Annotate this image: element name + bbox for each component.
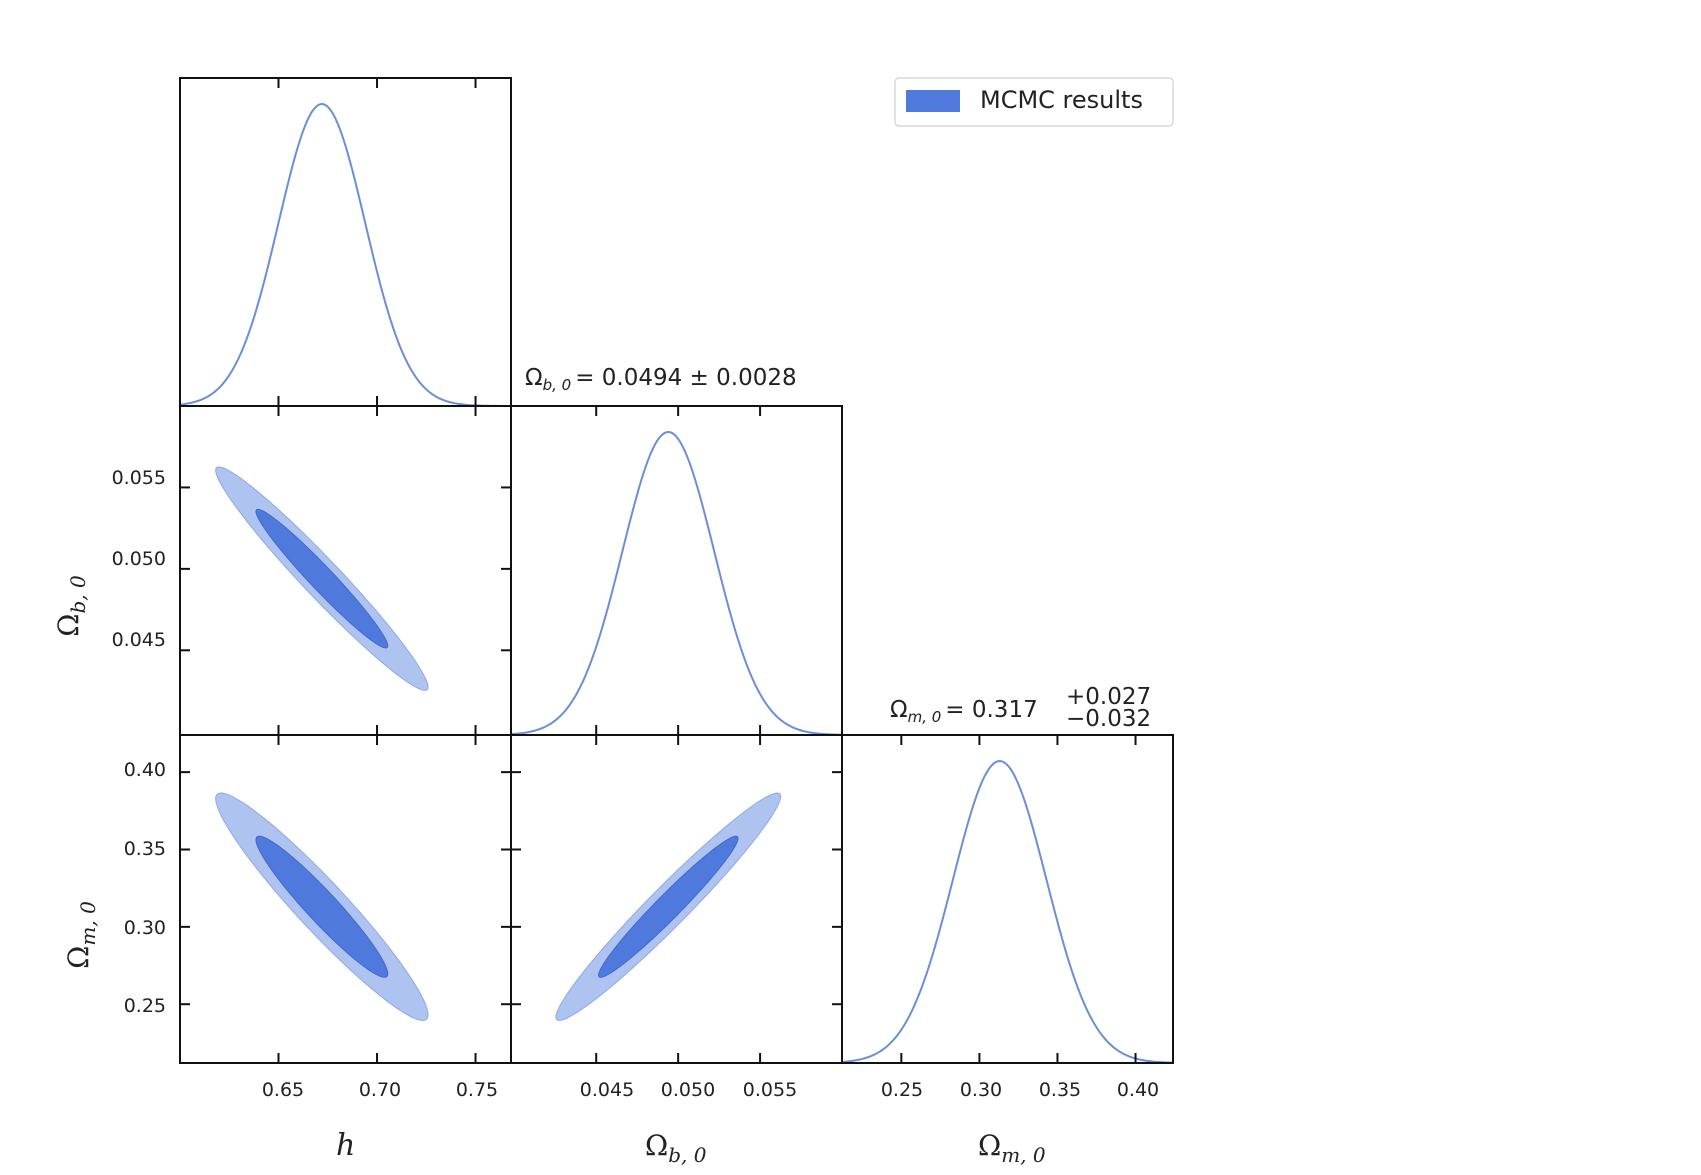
xtick-m-0: 0.25 xyxy=(881,1079,923,1101)
panel-contour-h-omegab xyxy=(215,466,429,691)
ylabel-omegab-base: Ω xyxy=(52,614,85,637)
contour-h-omegam-contour-68 xyxy=(255,835,389,978)
xlabel-h: h xyxy=(336,1128,355,1163)
ytick-b-1: 0.050 xyxy=(112,548,166,570)
xlabel-omegam-sub: m, 0 xyxy=(1001,1143,1046,1167)
xlabel-omegab-sub: b, 0 xyxy=(668,1143,707,1167)
panel-contour-omegab-omegam xyxy=(555,792,782,1021)
ytick-b-2: 0.045 xyxy=(112,629,166,651)
ylabel-omegam-sub: m, 0 xyxy=(76,901,100,946)
ylabel-omegab: Ωb, 0 xyxy=(52,575,90,637)
title-omegam-base: Ω xyxy=(890,697,908,723)
ylabel-omegam-base: Ω xyxy=(62,946,95,969)
legend-label: MCMC results xyxy=(980,86,1143,114)
hist-curve-h xyxy=(179,103,512,407)
xtick-h-2: 0.75 xyxy=(456,1079,498,1101)
ytick-m-1: 0.35 xyxy=(124,838,166,860)
xlabel-omegab-base: Ω xyxy=(645,1129,668,1162)
xtick-b-0: 0.045 xyxy=(580,1079,634,1101)
legend-swatch xyxy=(906,90,960,112)
title-omegab-sub: b, 0 xyxy=(543,376,572,394)
xlabel-omegam-base: Ω xyxy=(978,1129,1001,1162)
panel-hist-omegab xyxy=(510,430,843,736)
ylabel-omegab-sub: b, 0 xyxy=(66,575,90,614)
frame-contour-hb xyxy=(179,405,512,736)
title-omegab: Ωb, 0 = 0.0494 ± 0.0028 xyxy=(525,365,797,394)
ytick-m-0: 0.40 xyxy=(124,759,166,781)
ytick-m-2: 0.30 xyxy=(124,917,166,939)
panel-contour-h-omegam xyxy=(215,792,429,1021)
title-omegab-base: Ω xyxy=(525,365,543,391)
panel-frames xyxy=(179,77,1174,1064)
xlabel-omegab: Ωb, 0 xyxy=(645,1129,707,1167)
title-omegam-sub: m, 0 xyxy=(908,708,942,726)
xlabel-omegam: Ωm, 0 xyxy=(978,1129,1046,1167)
title-omegam-minus: −0.032 xyxy=(1066,706,1151,732)
xtick-h-0: 0.65 xyxy=(262,1079,304,1101)
panel-hist-omegam xyxy=(841,760,1174,1064)
xtick-b-2: 0.055 xyxy=(743,1079,797,1101)
contour-omegab-omegam-contour-68 xyxy=(598,835,739,978)
frame-hist-h xyxy=(179,77,512,407)
title-omegam-plus: +0.027 xyxy=(1066,684,1151,710)
title-omegab-rhs: = 0.0494 ± 0.0028 xyxy=(575,365,796,391)
ytick-b-0: 0.055 xyxy=(112,467,166,489)
legend-box xyxy=(894,77,1174,127)
contour-h-omegab-contour-68 xyxy=(255,508,389,649)
title-omegam-value: = 0.317 xyxy=(945,697,1037,723)
legend: MCMC results xyxy=(894,77,1174,127)
xtick-m-2: 0.35 xyxy=(1039,1079,1081,1101)
xtick-m-1: 0.30 xyxy=(960,1079,1002,1101)
frame-hist-m xyxy=(841,734,1174,1064)
xtick-h-1: 0.70 xyxy=(359,1079,401,1101)
panel-hist-h xyxy=(179,103,512,407)
xtick-m-3: 0.40 xyxy=(1117,1079,1159,1101)
ytick-m-3: 0.25 xyxy=(124,995,166,1017)
frame-hist-b xyxy=(510,405,843,736)
ylabel-omegam: Ωm, 0 xyxy=(62,901,100,969)
title-omegam: Ωm, 0 = 0.317 xyxy=(890,697,1038,726)
hist-curve-omegam xyxy=(841,760,1174,1064)
hist-curve-omegab xyxy=(510,430,843,736)
axis-ticks xyxy=(180,78,1137,1063)
xtick-b-1: 0.050 xyxy=(661,1079,715,1101)
